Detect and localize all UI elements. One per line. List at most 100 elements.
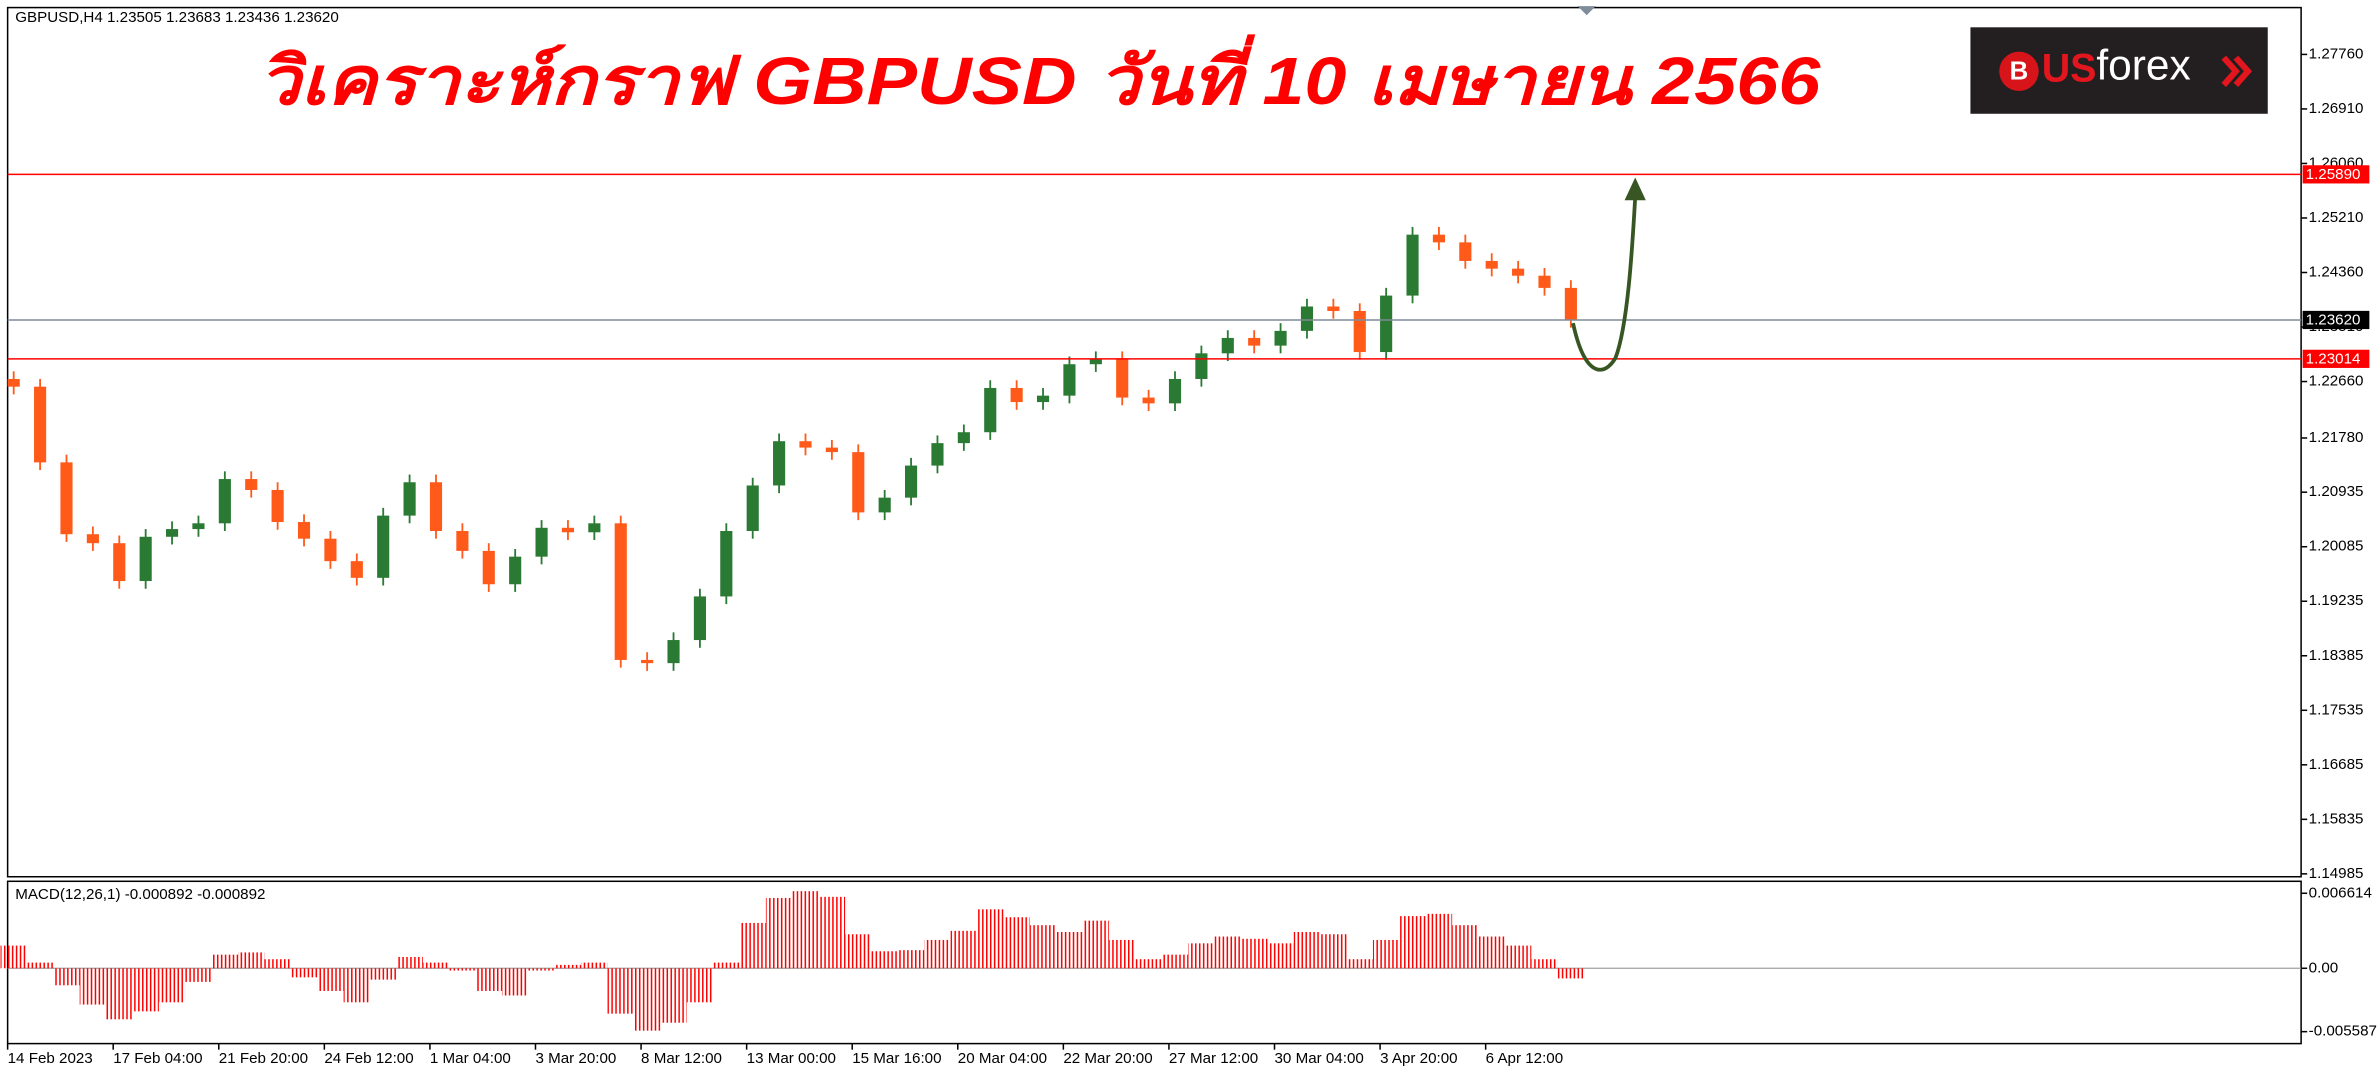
macd-bar: [792, 891, 819, 969]
candle-body: [429, 482, 443, 532]
level-label: 1.25890: [2306, 166, 2361, 183]
macd-bar: [1161, 954, 1189, 969]
macd-bar: [106, 968, 133, 1020]
macd-bar: [1531, 959, 1558, 969]
macd-bar: [950, 930, 978, 969]
macd-bar: [422, 962, 450, 969]
macd-bar: [238, 952, 265, 969]
x-tick-label: 21 Feb 20:00: [219, 1050, 308, 1067]
candle-body: [1432, 234, 1445, 243]
macd-bar: [1109, 939, 1136, 969]
candle-body: [641, 659, 654, 664]
level-label: 1.23620: [2306, 312, 2361, 329]
candle-body: [324, 538, 337, 562]
macd-bar: [660, 968, 687, 1023]
y-tick-label: 0.006614: [2309, 884, 2372, 901]
level-label: 1.23014: [2306, 351, 2361, 368]
candle-body: [1089, 359, 1102, 365]
macd-bar: [765, 897, 793, 969]
candle-body: [1327, 306, 1340, 311]
x-tick-label: 8 Mar 12:00: [641, 1050, 722, 1067]
candle-body: [1564, 287, 1577, 320]
y-tick-label: 1.27760: [2309, 45, 2364, 62]
macd-bar: [1504, 945, 1532, 969]
candle-body: [218, 479, 231, 524]
forecast-arrow-head: [1624, 177, 1646, 201]
x-tick-label: 15 Mar 16:00: [852, 1050, 941, 1067]
candle-body: [1221, 337, 1234, 354]
x-tick-label: 6 Apr 12:00: [1486, 1050, 1564, 1067]
level-label-box: [2302, 310, 2370, 330]
candle-body: [1195, 353, 1208, 379]
y-tick-label: 1.14985: [2309, 865, 2364, 882]
macd-bar: [290, 968, 318, 978]
candle-body: [297, 522, 311, 539]
logo-chevrons: [2221, 55, 2253, 87]
macd-bar: [1267, 943, 1294, 969]
shift-marker: [1577, 6, 1596, 16]
macd-bar: [977, 909, 1004, 969]
macd-bar: [1399, 916, 1426, 969]
x-tick-label: 27 Mar 12:00: [1169, 1050, 1258, 1067]
candle-body: [746, 485, 759, 532]
x-tick-label: 13 Mar 00:00: [747, 1050, 836, 1067]
x-tick-label: 1 Mar 04:00: [430, 1050, 511, 1067]
chart-header: GBPUSD,H4 1.23505 1.23683 1.23436 1.2362…: [15, 9, 339, 26]
macd-bar: [396, 956, 423, 969]
x-tick-label: 17 Feb 04:00: [113, 1050, 202, 1067]
macd-bar: [686, 968, 714, 1003]
macd-bar: [1135, 959, 1162, 969]
candle-body: [34, 386, 47, 463]
macd-bar: [1372, 939, 1400, 969]
candle-body: [377, 515, 390, 578]
macd-bar: [132, 968, 159, 1012]
macd-bar: [713, 962, 740, 969]
candle-body: [165, 529, 179, 537]
macd-bar: [264, 959, 291, 969]
candle-body: [350, 561, 363, 578]
candle-body: [7, 378, 20, 387]
candle-body: [1512, 268, 1525, 276]
candle-body: [1353, 310, 1366, 353]
x-tick-label: 20 Mar 04:00: [958, 1050, 1047, 1067]
macd-bar: [501, 968, 529, 996]
y-tick-label: 1.24360: [2309, 264, 2364, 281]
candle-body: [561, 527, 575, 533]
macd-bar: [581, 962, 608, 969]
logo-icon: [1999, 51, 2039, 92]
macd-bar: [53, 968, 80, 986]
x-tick-label: 24 Feb 12:00: [324, 1050, 413, 1067]
candle-body: [667, 640, 680, 664]
y-tick-label: 1.26910: [2309, 100, 2364, 117]
logo-icon-letter: B: [2010, 58, 2029, 86]
candle-body: [1142, 397, 1155, 404]
candle-body: [931, 443, 944, 466]
macd-bar: [211, 954, 239, 969]
candle-body: [878, 497, 891, 513]
macd-bar: [1478, 936, 1505, 969]
candle-body: [1380, 295, 1393, 353]
x-tick-label: 3 Apr 20:00: [1380, 1050, 1458, 1067]
candle-body: [720, 531, 733, 597]
macd-bar: [1056, 931, 1083, 969]
candle-body: [1459, 242, 1472, 261]
macd-bar: [185, 968, 212, 982]
macd-bar: [871, 951, 898, 969]
candle-body: [799, 441, 812, 448]
candle-body: [1168, 378, 1182, 404]
y-tick-label: 1.20935: [2309, 483, 2364, 500]
y-tick-label: 1.19235: [2309, 592, 2364, 609]
y-tick-label: 1.18385: [2309, 647, 2364, 664]
macd-bar: [633, 968, 661, 1031]
candle-body: [482, 550, 495, 585]
candle-body: [693, 596, 706, 641]
candle-body: [1274, 330, 1287, 346]
macd-bar: [1240, 938, 1268, 969]
candle-body: [245, 479, 258, 490]
macd-bar: [1293, 931, 1321, 969]
macd-bar: [343, 968, 371, 1003]
macd-bar: [818, 896, 846, 969]
x-tick-label: 14 Feb 2023: [8, 1050, 93, 1067]
